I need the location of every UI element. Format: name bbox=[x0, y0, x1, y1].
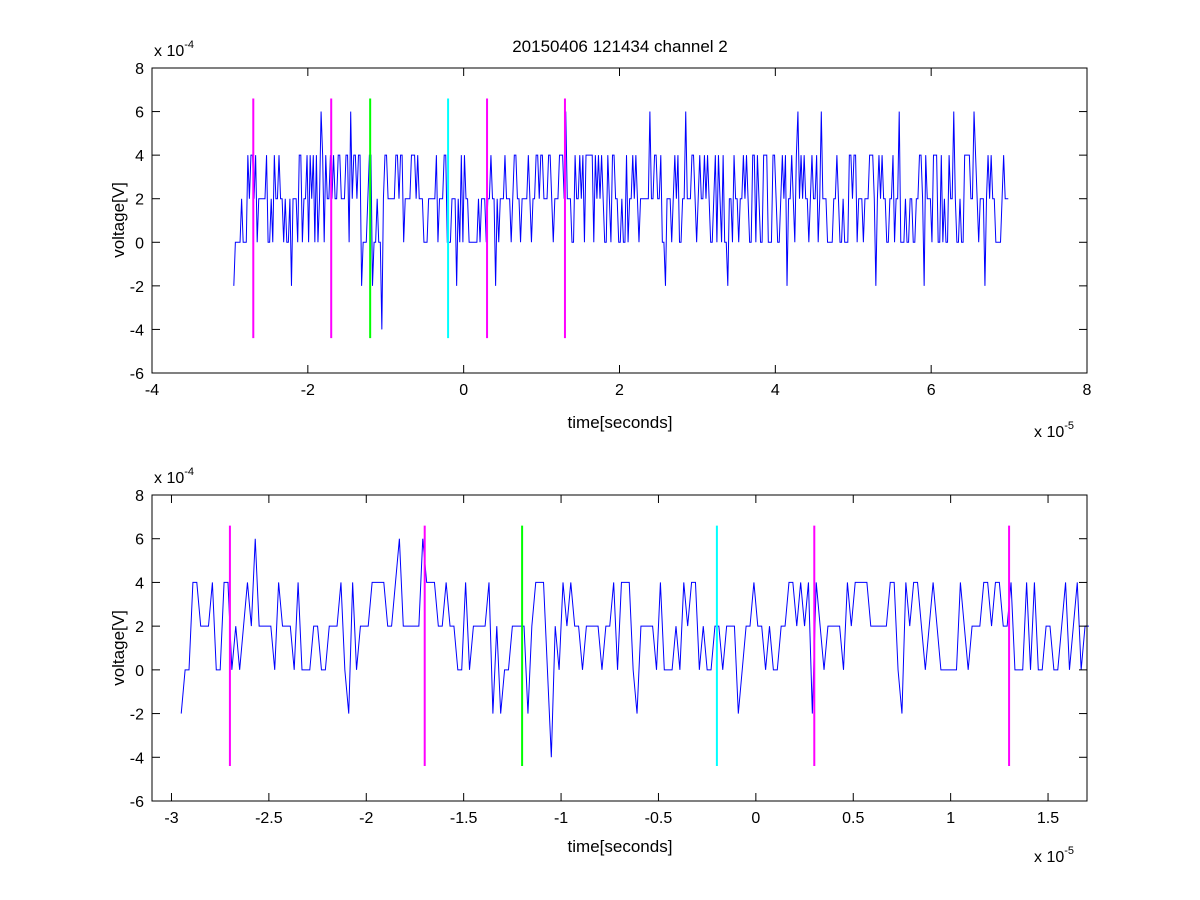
x-tick-label: -2 bbox=[359, 810, 373, 827]
x-exponent-multiplier: x 10 bbox=[1034, 424, 1064, 441]
y-exponent-power: -4 bbox=[184, 39, 194, 51]
y-exponent-full-trace: x 10-4 bbox=[154, 39, 194, 60]
y-exponent-zoomed-trace: x 10-4 bbox=[154, 466, 194, 487]
signal-line bbox=[180, 538, 1089, 758]
x-tick-label: 2 bbox=[615, 382, 624, 399]
signal-line bbox=[233, 111, 1009, 330]
x-tick-label: 0.5 bbox=[842, 810, 864, 827]
y-ticks-full-trace: -6 -4 -2 0 2 4 6 8 bbox=[130, 61, 1087, 383]
y-tick-label: 0 bbox=[135, 235, 144, 252]
x-tick-label: -1 bbox=[554, 810, 568, 827]
x-tick-label: -0.5 bbox=[645, 810, 673, 827]
figure-title: 20150406 121434 channel 2 bbox=[512, 37, 728, 56]
y-exponent-multiplier: x 10 bbox=[154, 43, 184, 60]
y-tick-label: 8 bbox=[135, 61, 144, 78]
x-tick-label: 0 bbox=[459, 382, 468, 399]
x-tick-label: 0 bbox=[751, 810, 760, 827]
x-tick-label: 6 bbox=[927, 382, 936, 399]
axes-zoomed-trace: -3 -2.5 -2 -1.5 -1 -0.5 0 0.5 1 1.5 -6 -4 -2 0 2 4 6 8 t… bbox=[109, 466, 1089, 866]
x-exponent-power: -5 bbox=[1064, 845, 1074, 857]
y-tick-label: 6 bbox=[135, 532, 144, 549]
plot-area-zoomed-trace bbox=[180, 525, 1089, 767]
x-exponent-zoomed-trace: x 10-5 bbox=[1034, 845, 1074, 866]
x-tick-label: 4 bbox=[771, 382, 780, 399]
x-tick-label: 1.5 bbox=[1037, 810, 1059, 827]
y-exponent-multiplier: x 10 bbox=[154, 470, 184, 487]
x-tick-label: 1 bbox=[946, 810, 955, 827]
y-tick-label: 4 bbox=[135, 148, 144, 165]
x-tick-label: -4 bbox=[145, 382, 159, 399]
y-tick-label: 6 bbox=[135, 105, 144, 122]
y-axis-label-full-trace: voltage[V] bbox=[109, 182, 128, 258]
x-tick-label: -2.5 bbox=[255, 810, 283, 827]
y-tick-label: -2 bbox=[130, 279, 144, 296]
x-exponent-power: -5 bbox=[1064, 420, 1074, 432]
y-ticks-zoomed-trace: -6 -4 -2 0 2 4 6 8 bbox=[130, 488, 1087, 811]
x-tick-label: -1.5 bbox=[450, 810, 478, 827]
y-tick-label: 2 bbox=[135, 619, 144, 636]
y-tick-label: -4 bbox=[130, 322, 144, 339]
y-tick-label: -6 bbox=[130, 366, 144, 383]
y-exponent-power: -4 bbox=[184, 466, 194, 478]
x-axis-label-full-trace: time[seconds] bbox=[568, 413, 673, 432]
x-tick-label: -3 bbox=[164, 810, 178, 827]
y-tick-label: 0 bbox=[135, 663, 144, 680]
axes-frame-zoomed-trace bbox=[151, 494, 1088, 802]
y-tick-label: 4 bbox=[135, 575, 144, 592]
x-exponent-full-trace: x 10-5 bbox=[1034, 420, 1074, 441]
y-tick-label: 2 bbox=[135, 192, 144, 209]
x-tick-label: 8 bbox=[1083, 382, 1092, 399]
x-exponent-multiplier: x 10 bbox=[1034, 849, 1064, 866]
y-tick-label: -2 bbox=[130, 707, 144, 724]
x-tick-label: -2 bbox=[301, 382, 315, 399]
x-axis-label-zoomed-trace: time[seconds] bbox=[568, 837, 673, 856]
y-tick-label: -6 bbox=[130, 794, 144, 811]
y-axis-label-zoomed-trace: voltage[V] bbox=[109, 610, 128, 686]
x-ticks-full-trace: -4 -2 0 2 4 6 8 bbox=[145, 68, 1092, 399]
x-ticks-zoomed-trace: -3 -2.5 -2 -1.5 -1 -0.5 0 0.5 1 1.5 bbox=[164, 495, 1059, 827]
y-tick-label: -4 bbox=[130, 750, 144, 767]
plot-area-full-trace bbox=[233, 98, 1009, 339]
y-tick-label: 8 bbox=[135, 488, 144, 505]
